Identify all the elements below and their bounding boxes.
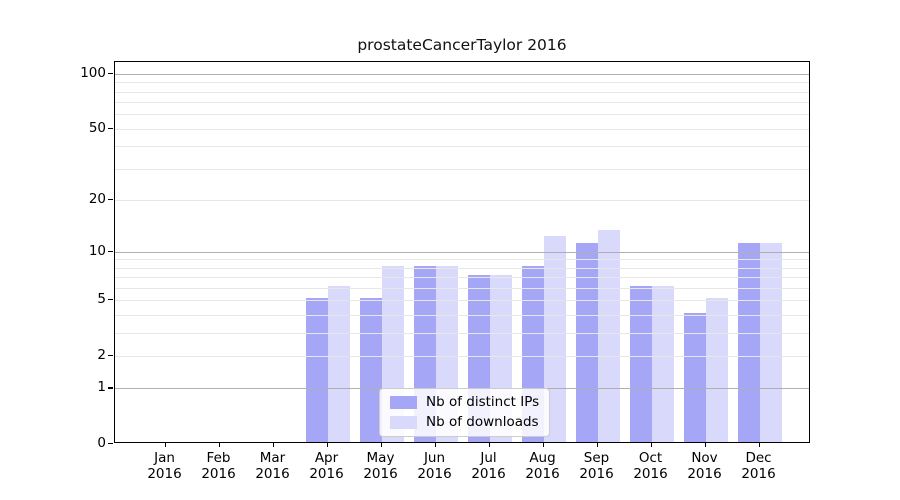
bar-nb-of-distinct-ips-nov-2016	[683, 312, 706, 442]
gridline-y-2	[115, 355, 809, 357]
y-tick-label-1: 1	[97, 379, 106, 396]
x-tick-label-mar-2016: Mar 2016	[255, 450, 290, 482]
legend-row-downloads: Nb of downloads	[390, 415, 539, 430]
x-tick-sep-2016	[596, 443, 598, 447]
y-tick-2	[108, 354, 113, 357]
y-tick-100	[108, 72, 113, 74]
gridline-y-10	[115, 251, 809, 253]
y-tick-label-10: 10	[88, 242, 106, 259]
x-tick-label-jul-2016: Jul 2016	[471, 450, 506, 482]
plot-wrap: Nb of distinct IPs Nb of downloads 100 50…	[80, 61, 810, 482]
x-tick-label-nov-2016: Nov 2016	[687, 450, 722, 482]
legend: Nb of distinct IPs Nb of downloads	[379, 388, 551, 437]
gridline-y-7	[115, 277, 809, 279]
bar-nb-of-downloads-nov-2016	[705, 298, 728, 442]
x-tick-label-sep-2016: Sep 2016	[579, 450, 614, 482]
y-tick-50	[108, 127, 113, 129]
y-tick-label-100: 100	[80, 64, 106, 81]
x-tick-label-oct-2016: Oct 2016	[633, 450, 668, 482]
x-tick-label-jun-2016: Jun 2016	[417, 450, 452, 482]
x-tick-dec-2016	[758, 443, 760, 447]
gridline-y-3	[115, 332, 809, 334]
y-tick-label-50: 50	[88, 119, 106, 136]
gridline-y-9	[115, 259, 809, 261]
bar-nb-of-downloads-sep-2016	[597, 230, 620, 442]
y-tick-label-2: 2	[97, 346, 106, 363]
gridline-y-5	[115, 300, 809, 302]
bar-nb-of-distinct-ips-may-2016	[359, 298, 382, 442]
legend-label-downloads: Nb of downloads	[426, 414, 539, 430]
bar-nb-of-downloads-apr-2016	[327, 285, 350, 442]
x-tick-label-may-2016: May 2016	[363, 450, 398, 482]
x-tick-label-aug-2016: Aug 2016	[525, 450, 560, 482]
gridline-y-50	[115, 128, 809, 130]
gridline-y-30	[115, 168, 809, 170]
bar-nb-of-downloads-dec-2016	[759, 242, 782, 442]
gridline-y-90	[115, 82, 809, 84]
gridline-y-6	[115, 287, 809, 289]
y-tick-label-0: 0	[97, 435, 106, 451]
legend-label-distinct-ips: Nb of distinct IPs	[426, 394, 540, 410]
bar-nb-of-distinct-ips-oct-2016	[629, 285, 652, 442]
x-tick-label-apr-2016: Apr 2016	[309, 450, 344, 482]
y-tick-10	[108, 250, 113, 252]
bar-nb-of-distinct-ips-sep-2016	[575, 242, 598, 442]
x-tick-jun-2016	[434, 443, 436, 447]
y-tick-label-20: 20	[88, 190, 106, 207]
x-tick-nov-2016	[704, 443, 706, 447]
x-tick-feb-2016	[218, 443, 220, 447]
x-tick-label-dec-2016: Dec 2016	[741, 450, 776, 482]
plot-area: Nb of distinct IPs Nb of downloads	[114, 61, 810, 443]
gridline-y-100	[115, 73, 809, 75]
x-tick-mar-2016	[272, 443, 274, 447]
y-tick-5	[108, 299, 113, 301]
bar-nb-of-distinct-ips-dec-2016	[737, 242, 760, 442]
x-tick-apr-2016	[326, 443, 328, 447]
y-tick-label-5: 5	[97, 291, 106, 308]
x-tick-aug-2016	[542, 443, 544, 447]
bar-nb-of-distinct-ips-apr-2016	[305, 298, 328, 442]
gridline-y-4	[115, 314, 809, 316]
y-tick-1	[108, 387, 113, 389]
x-tick-oct-2016	[650, 443, 652, 447]
x-tick-label-feb-2016: Feb 2016	[201, 450, 236, 482]
x-tick-may-2016	[380, 443, 382, 447]
x-tick-jan-2016	[164, 443, 166, 447]
gridline-y-60	[115, 114, 809, 116]
x-tick-jul-2016	[488, 443, 490, 447]
y-tick-20	[108, 198, 113, 200]
bar-nb-of-downloads-oct-2016	[651, 285, 674, 442]
x-tick-label-jan-2016: Jan 2016	[147, 450, 182, 482]
legend-swatch-downloads	[390, 416, 417, 429]
gridline-y-80	[115, 91, 809, 93]
gridline-y-20	[115, 199, 809, 201]
y-tick-0	[108, 443, 113, 445]
legend-row-distinct-ips: Nb of distinct IPs	[390, 395, 539, 410]
gridline-y-40	[115, 146, 809, 148]
legend-swatch-distinct-ips	[390, 396, 417, 409]
gridline-y-8	[115, 267, 809, 269]
chart-title: prostateCancerTaylor 2016	[357, 36, 567, 54]
gridline-y-70	[115, 102, 809, 104]
